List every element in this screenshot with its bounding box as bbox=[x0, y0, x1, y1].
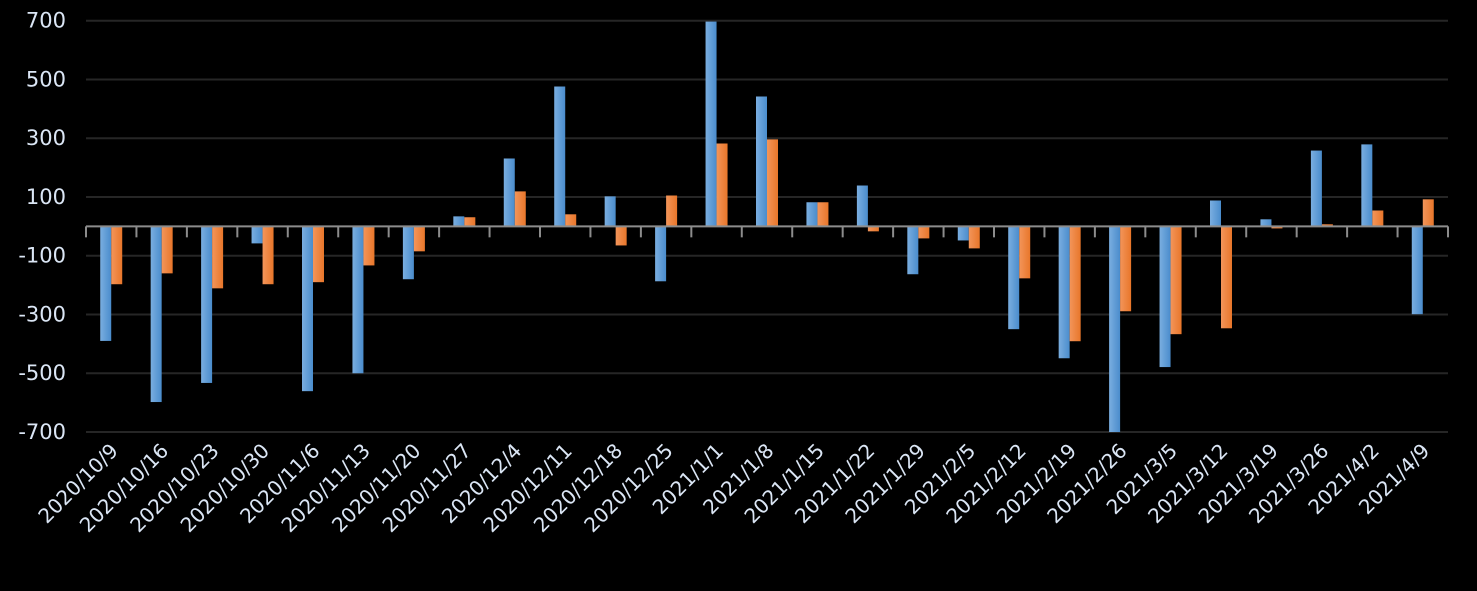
bar-series1 bbox=[1210, 200, 1221, 227]
bar-series1 bbox=[756, 96, 767, 227]
bar-series2 bbox=[262, 226, 274, 285]
bar-series1 bbox=[352, 226, 364, 374]
bar-series2 bbox=[313, 226, 324, 283]
bar-series2 bbox=[1372, 210, 1384, 227]
x-axis-labels: 2020/10/92020/10/162020/10/232020/10/302… bbox=[33, 439, 1434, 537]
bar-series1 bbox=[705, 21, 717, 227]
bar-series1 bbox=[1058, 226, 1070, 359]
bar-series2 bbox=[1321, 224, 1333, 227]
bar-series2 bbox=[867, 226, 879, 232]
y-tick-label: 500 bbox=[26, 67, 66, 91]
bar-series2 bbox=[767, 139, 778, 227]
bar-series2 bbox=[413, 226, 425, 252]
bar-series2 bbox=[111, 226, 123, 285]
bar-series1 bbox=[251, 226, 263, 244]
bar-series2 bbox=[363, 226, 375, 266]
bar-series2 bbox=[1271, 226, 1283, 229]
y-tick-label: 300 bbox=[26, 126, 66, 150]
bar-series1 bbox=[453, 216, 465, 227]
bar-series2 bbox=[161, 226, 173, 274]
bar-series1 bbox=[1159, 226, 1171, 368]
bar-series1 bbox=[1109, 226, 1121, 432]
bar-series1 bbox=[907, 226, 919, 275]
bar-series1 bbox=[402, 226, 414, 280]
bar-series2 bbox=[1170, 226, 1182, 335]
y-tick-label: -100 bbox=[18, 244, 66, 268]
bar-series2 bbox=[918, 226, 930, 239]
bar-series2 bbox=[1069, 226, 1081, 342]
bar-series2 bbox=[817, 202, 829, 227]
bar-series1 bbox=[957, 226, 969, 241]
y-tick-label: 700 bbox=[26, 9, 66, 33]
bar-series2 bbox=[666, 195, 678, 227]
bar-series2 bbox=[1019, 226, 1031, 279]
bar-series1 bbox=[100, 226, 112, 341]
bar-series1 bbox=[1260, 219, 1272, 227]
bar-series1 bbox=[1008, 226, 1020, 330]
y-tick-label: -500 bbox=[18, 361, 66, 385]
bar-series2 bbox=[1120, 226, 1132, 312]
bar-series2 bbox=[968, 226, 980, 249]
bar-series1 bbox=[150, 226, 162, 403]
bar-series1 bbox=[604, 196, 616, 227]
bar-series1 bbox=[302, 226, 313, 392]
bar-series1 bbox=[856, 185, 868, 227]
bar-series1 bbox=[806, 202, 818, 227]
y-axis-labels: 700 500 300 100 -100 -300 -500 -700 bbox=[18, 9, 66, 444]
bar-series1 bbox=[201, 226, 213, 383]
bar-series1 bbox=[1411, 226, 1423, 315]
bar-series1 bbox=[655, 226, 667, 282]
bar-series1 bbox=[554, 86, 566, 227]
bar-series1 bbox=[1361, 144, 1373, 227]
bar-series2 bbox=[464, 217, 476, 227]
bar-series2 bbox=[514, 191, 526, 227]
bar-series2 bbox=[212, 226, 224, 289]
bar-series2 bbox=[565, 214, 577, 227]
y-tick-label: -700 bbox=[18, 420, 66, 444]
x-axis bbox=[85, 225, 1449, 238]
bar-series2 bbox=[716, 143, 728, 227]
bar-series1 bbox=[1310, 150, 1322, 227]
bar-series1 bbox=[503, 158, 515, 227]
bar-series2 bbox=[1221, 226, 1232, 329]
y-tick-label: -300 bbox=[18, 302, 66, 326]
bars bbox=[100, 21, 1434, 432]
y-tick-label: 100 bbox=[26, 185, 66, 209]
bar-series2 bbox=[1422, 199, 1434, 227]
bar-series2 bbox=[615, 226, 627, 246]
